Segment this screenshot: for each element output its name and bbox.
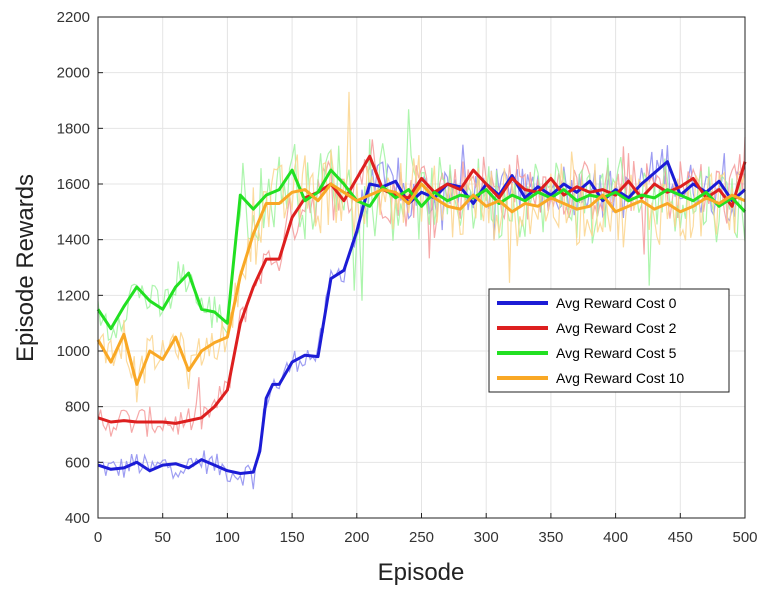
x-tick-label: 100 <box>215 529 240 546</box>
x-tick-label: 200 <box>344 529 369 546</box>
y-tick-label: 1600 <box>57 176 90 193</box>
avg-line-series-1 <box>97 154 747 425</box>
x-tick-label: 350 <box>538 529 563 546</box>
legend: Avg Reward Cost 0 Avg Reward Cost 2 Avg Re… <box>488 288 730 393</box>
x-tick-label: 450 <box>668 529 693 546</box>
y-tick-label: 1400 <box>57 232 90 249</box>
raw-line-series-2 <box>97 109 746 342</box>
avg-line-series-2 <box>96 168 747 331</box>
legend-label: Avg Reward Cost 0 <box>556 295 677 311</box>
legend-label: Avg Reward Cost 10 <box>556 370 684 386</box>
legend-label: Avg Reward Cost 5 <box>556 345 677 361</box>
x-tick-label: 300 <box>474 529 499 546</box>
average-series-lines <box>96 154 747 475</box>
y-tick-label: 1200 <box>57 287 90 304</box>
x-tick-label: 400 <box>603 529 628 546</box>
y-axis-label: Episode Rewards <box>12 174 39 362</box>
x-tick-label: 250 <box>409 529 434 546</box>
y-axis-ticks: 400 600 800 1000 1200 1400 1600 1800 2000 2200 <box>57 9 103 527</box>
x-tick-label: 0 <box>94 529 102 546</box>
x-tick-label: 150 <box>280 529 305 546</box>
x-axis-label: Episode <box>378 559 465 586</box>
y-tick-label: 1000 <box>57 343 90 360</box>
y-tick-label: 2000 <box>57 65 90 82</box>
x-axis-ticks: 0 50 100 150 200 250 300 350 400 450 500 <box>94 513 758 546</box>
y-tick-label: 800 <box>65 399 90 416</box>
legend-label: Avg Reward Cost 2 <box>556 320 677 336</box>
avg-line-series-3 <box>96 182 746 386</box>
x-tick-label: 500 <box>732 529 757 546</box>
y-tick-label: 600 <box>65 454 90 471</box>
x-tick-label: 50 <box>154 529 171 546</box>
y-tick-label: 2200 <box>57 9 90 26</box>
y-tick-label: 400 <box>65 510 90 527</box>
y-tick-label: 1800 <box>57 120 90 137</box>
legend-box <box>488 288 730 393</box>
